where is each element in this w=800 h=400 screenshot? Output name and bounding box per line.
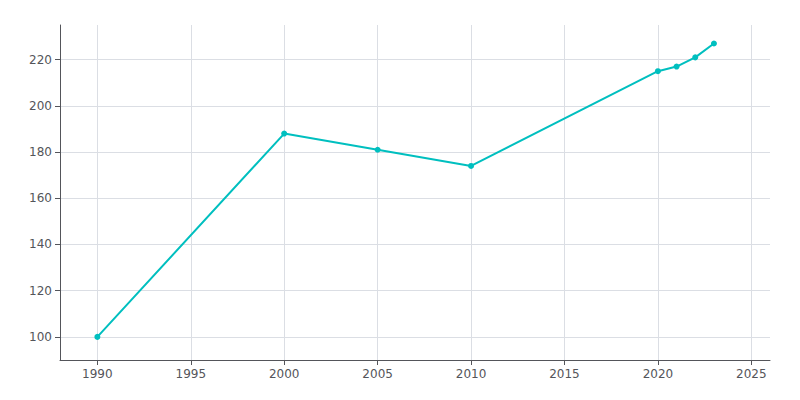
svg-text:2005: 2005 xyxy=(362,367,393,381)
svg-text:120: 120 xyxy=(29,284,52,298)
svg-text:1995: 1995 xyxy=(176,367,207,381)
svg-text:2020: 2020 xyxy=(643,367,674,381)
svg-text:220: 220 xyxy=(29,53,52,67)
svg-text:180: 180 xyxy=(29,145,52,159)
svg-text:2015: 2015 xyxy=(549,367,580,381)
svg-text:2010: 2010 xyxy=(456,367,487,381)
svg-text:140: 140 xyxy=(29,237,52,251)
svg-text:2000: 2000 xyxy=(269,367,300,381)
svg-text:200: 200 xyxy=(29,99,52,113)
svg-text:1990: 1990 xyxy=(82,367,113,381)
svg-text:160: 160 xyxy=(29,191,52,205)
svg-text:100: 100 xyxy=(29,330,52,344)
svg-text:2025: 2025 xyxy=(736,367,767,381)
